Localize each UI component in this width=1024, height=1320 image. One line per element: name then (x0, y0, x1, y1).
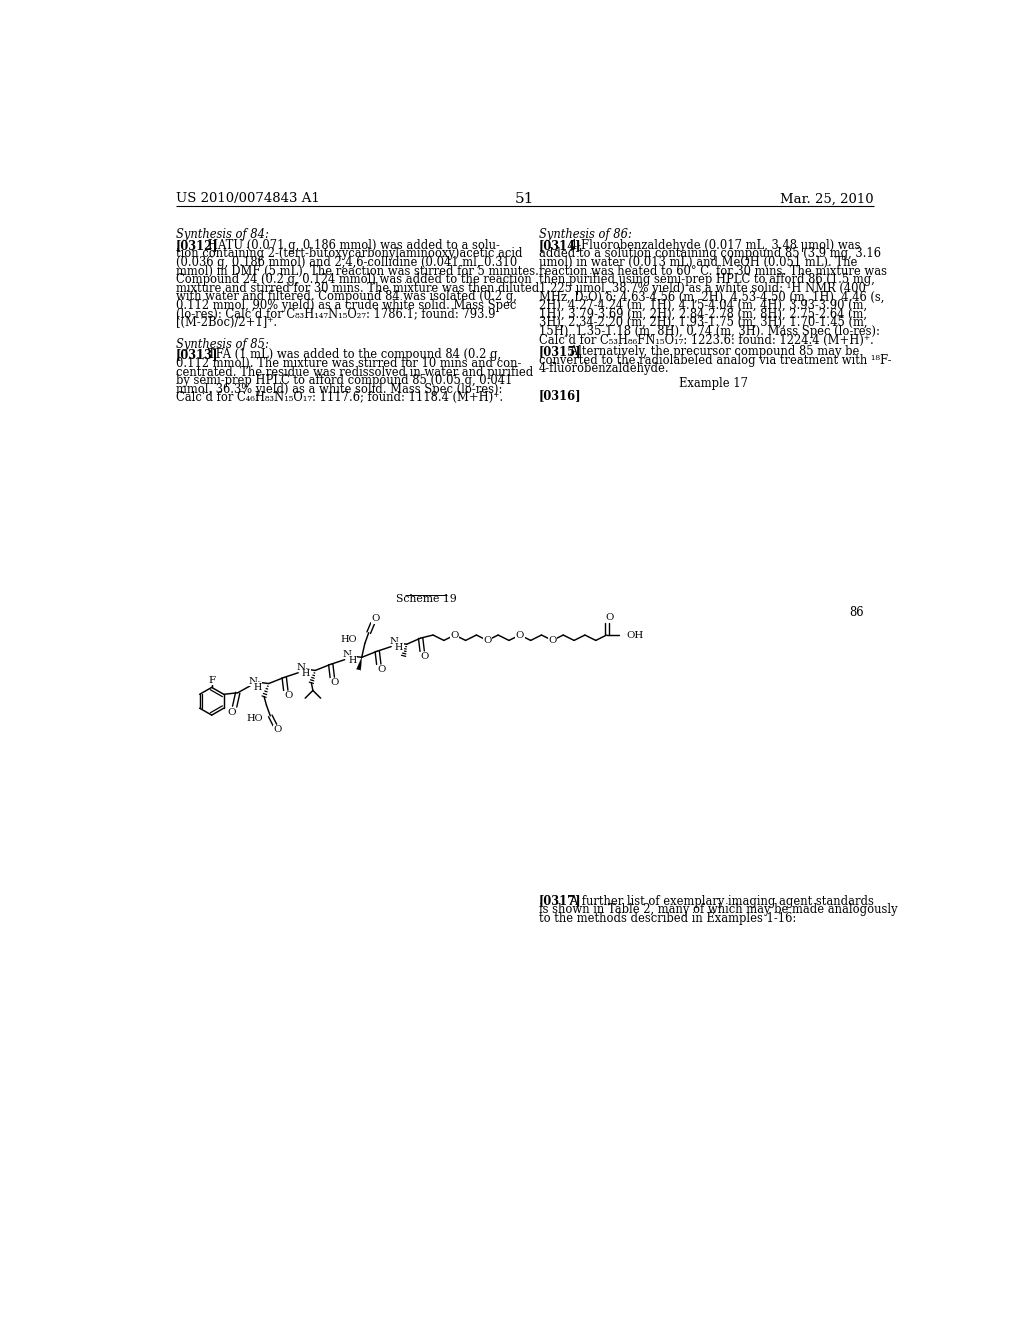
Text: A further list of exemplary imaging agent standards: A further list of exemplary imaging agen… (559, 895, 874, 908)
Text: O: O (548, 636, 557, 645)
Text: to the methods described in Examples 1-16:: to the methods described in Examples 1-1… (539, 912, 796, 925)
Text: N: N (296, 663, 305, 672)
Text: mixture and stirred for 30 mins. The mixture was then diluted: mixture and stirred for 30 mins. The mix… (176, 281, 540, 294)
Text: Synthesis of 86:: Synthesis of 86: (539, 228, 632, 242)
Text: MHz, D₂O) δ: 4.63-4.56 (m, 2H), 4.53-4.50 (m, 1H), 4.46 (s,: MHz, D₂O) δ: 4.63-4.56 (m, 2H), 4.53-4.5… (539, 290, 884, 304)
Text: O: O (331, 678, 339, 688)
Text: (0.036 g, 0.186 mmol) and 2,4,6-collidine (0.041 ml, 0.310: (0.036 g, 0.186 mmol) and 2,4,6-collidin… (176, 256, 517, 269)
Text: [0316]: [0316] (539, 389, 582, 401)
Text: (lo-res): Calc’d for C₈₃H₁₄₇N₁₅O₂₇: 1786.1; found: 793.9: (lo-res): Calc’d for C₈₃H₁₄₇N₁₅O₂₇: 1786… (176, 308, 496, 321)
Text: 2H), 4.27-4.24 (m, 1H), 4.15-4.04 (m, 4H), 3.93-3.90 (m,: 2H), 4.27-4.24 (m, 1H), 4.15-4.04 (m, 4H… (539, 300, 867, 312)
Text: Synthesis of 84:: Synthesis of 84: (176, 228, 269, 242)
Text: TFA (1 mL) was added to the compound 84 (0.2 g,: TFA (1 mL) was added to the compound 84 … (197, 348, 501, 362)
Text: with water and filtered. Compound 84 was isolated (0.2 g,: with water and filtered. Compound 84 was… (176, 290, 517, 304)
Text: [0317]: [0317] (539, 895, 582, 908)
Text: O: O (372, 614, 380, 623)
Text: O: O (227, 709, 236, 717)
Text: US 2010/0074843 A1: US 2010/0074843 A1 (176, 193, 319, 206)
Text: 51: 51 (515, 193, 535, 206)
Text: 15H), 1.35-1.18 (m, 8H), 0.74 (m, 3H). Mass Spec (lo-res):: 15H), 1.35-1.18 (m, 8H), 0.74 (m, 3H). M… (539, 325, 880, 338)
Text: Mar. 25, 2010: Mar. 25, 2010 (780, 193, 873, 206)
Text: Calc’d for C₄₆H₈₃N₁₅O₁₇: 1117.6; found: 1118.4 (M+H)⁺.: Calc’d for C₄₆H₈₃N₁₅O₁₇: 1117.6; found: … (176, 392, 503, 404)
Text: Example 17: Example 17 (679, 378, 748, 391)
Text: then purified using semi-prep HPLC to afford 86 (1.5 mg,: then purified using semi-prep HPLC to af… (539, 273, 874, 286)
Text: O: O (377, 665, 385, 675)
Text: N: N (342, 649, 351, 659)
Text: O: O (420, 652, 429, 661)
Text: μmol) in water (0.013 mL) and MeOH (0.051 mL). The: μmol) in water (0.013 mL) and MeOH (0.05… (539, 256, 857, 269)
Text: 1.225 μmol, 38.7% yield) as a white solid: ¹H NMR (400: 1.225 μmol, 38.7% yield) as a white soli… (539, 281, 865, 294)
Text: H: H (254, 682, 262, 692)
Text: H: H (395, 643, 403, 652)
Text: H: H (348, 656, 356, 665)
Text: mmol, 36.3% yield) as a white solid. Mass Spec (lo-res):: mmol, 36.3% yield) as a white solid. Mas… (176, 383, 503, 396)
Polygon shape (356, 657, 361, 671)
Text: OH: OH (626, 631, 643, 639)
Text: Alternatively, the precursor compound 85 may be: Alternatively, the precursor compound 85… (559, 346, 860, 358)
Text: tion containing 2-(tert-butoxycarbonylaminooxy)acetic acid: tion containing 2-(tert-butoxycarbonylam… (176, 247, 522, 260)
Text: 0.112 mmol, 90% yield) as a crude white solid. Mass Spec: 0.112 mmol, 90% yield) as a crude white … (176, 300, 516, 312)
Text: converted to the radiolabeled analog via treatment with ¹⁸F-: converted to the radiolabeled analog via… (539, 354, 891, 367)
Text: reaction was heated to 60° C. for 30 mins. The mixture was: reaction was heated to 60° C. for 30 min… (539, 264, 887, 277)
Text: [(M-2Boc)/2+1]⁺.: [(M-2Boc)/2+1]⁺. (176, 317, 278, 329)
Text: Calc’d for C₅₃H₈₆FN₁₅O₁₇: 1223.6: found: 1224.4 (M+H)⁺.: Calc’d for C₅₃H₈₆FN₁₅O₁₇: 1223.6: found:… (539, 334, 873, 346)
Text: N: N (249, 677, 258, 685)
Text: HO: HO (246, 714, 262, 722)
Text: 3H), 2.34-2.20 (m, 2H), 1.93-1.75 (m, 3H), 1.70-1.45 (m,: 3H), 2.34-2.20 (m, 2H), 1.93-1.75 (m, 3H… (539, 317, 867, 329)
Text: [0315]: [0315] (539, 346, 582, 358)
Text: centrated. The residue was redissolved in water and purified: centrated. The residue was redissolved i… (176, 366, 534, 379)
Text: Synthesis of 85:: Synthesis of 85: (176, 338, 269, 351)
Text: Scheme 19: Scheme 19 (396, 594, 457, 605)
Text: O: O (605, 612, 614, 622)
Text: O: O (516, 631, 524, 639)
Text: HO: HO (341, 635, 357, 644)
Text: [0312]: [0312] (176, 239, 218, 252)
Text: Compound 24 (0.2 g, 0.124 mmol) was added to the reaction: Compound 24 (0.2 g, 0.124 mmol) was adde… (176, 273, 531, 286)
Text: [0313]: [0313] (176, 348, 218, 362)
Text: O: O (284, 692, 292, 701)
Text: added to a solution containing compound 85 (3.9 mg, 3.16: added to a solution containing compound … (539, 247, 881, 260)
Text: H: H (302, 669, 310, 678)
Text: N: N (389, 636, 398, 645)
Text: by semi-prep HPLC to afford compound 85 (0.05 g, 0.041: by semi-prep HPLC to afford compound 85 … (176, 374, 512, 387)
Text: HATU (0.071 g, 0.186 mmol) was added to a solu-: HATU (0.071 g, 0.186 mmol) was added to … (197, 239, 500, 252)
Text: 4-Fluorobenzaldehyde (0.017 mL, 3.48 μmol) was: 4-Fluorobenzaldehyde (0.017 mL, 3.48 μmo… (559, 239, 861, 252)
Text: is shown in Table 2, many of which may be made analogously: is shown in Table 2, many of which may b… (539, 903, 897, 916)
Text: 1H), 3.79-3.69 (m, 2H), 2.84-2.78 (m, 8H), 2.75-2.64 (m,: 1H), 3.79-3.69 (m, 2H), 2.84-2.78 (m, 8H… (539, 308, 866, 321)
Text: O: O (451, 631, 459, 639)
Text: [0314]: [0314] (539, 239, 582, 252)
Text: 86: 86 (849, 606, 863, 619)
Text: 0.112 mmol). The mixture was stirred for 10 mins and con-: 0.112 mmol). The mixture was stirred for… (176, 356, 521, 370)
Text: O: O (483, 636, 492, 645)
Text: 4-fluorobenzaldehyde.: 4-fluorobenzaldehyde. (539, 363, 670, 375)
Text: O: O (273, 725, 283, 734)
Text: F: F (208, 676, 215, 685)
Text: mmol) in DMF (5 mL). The reaction was stirred for 5 minutes.: mmol) in DMF (5 mL). The reaction was st… (176, 264, 539, 277)
